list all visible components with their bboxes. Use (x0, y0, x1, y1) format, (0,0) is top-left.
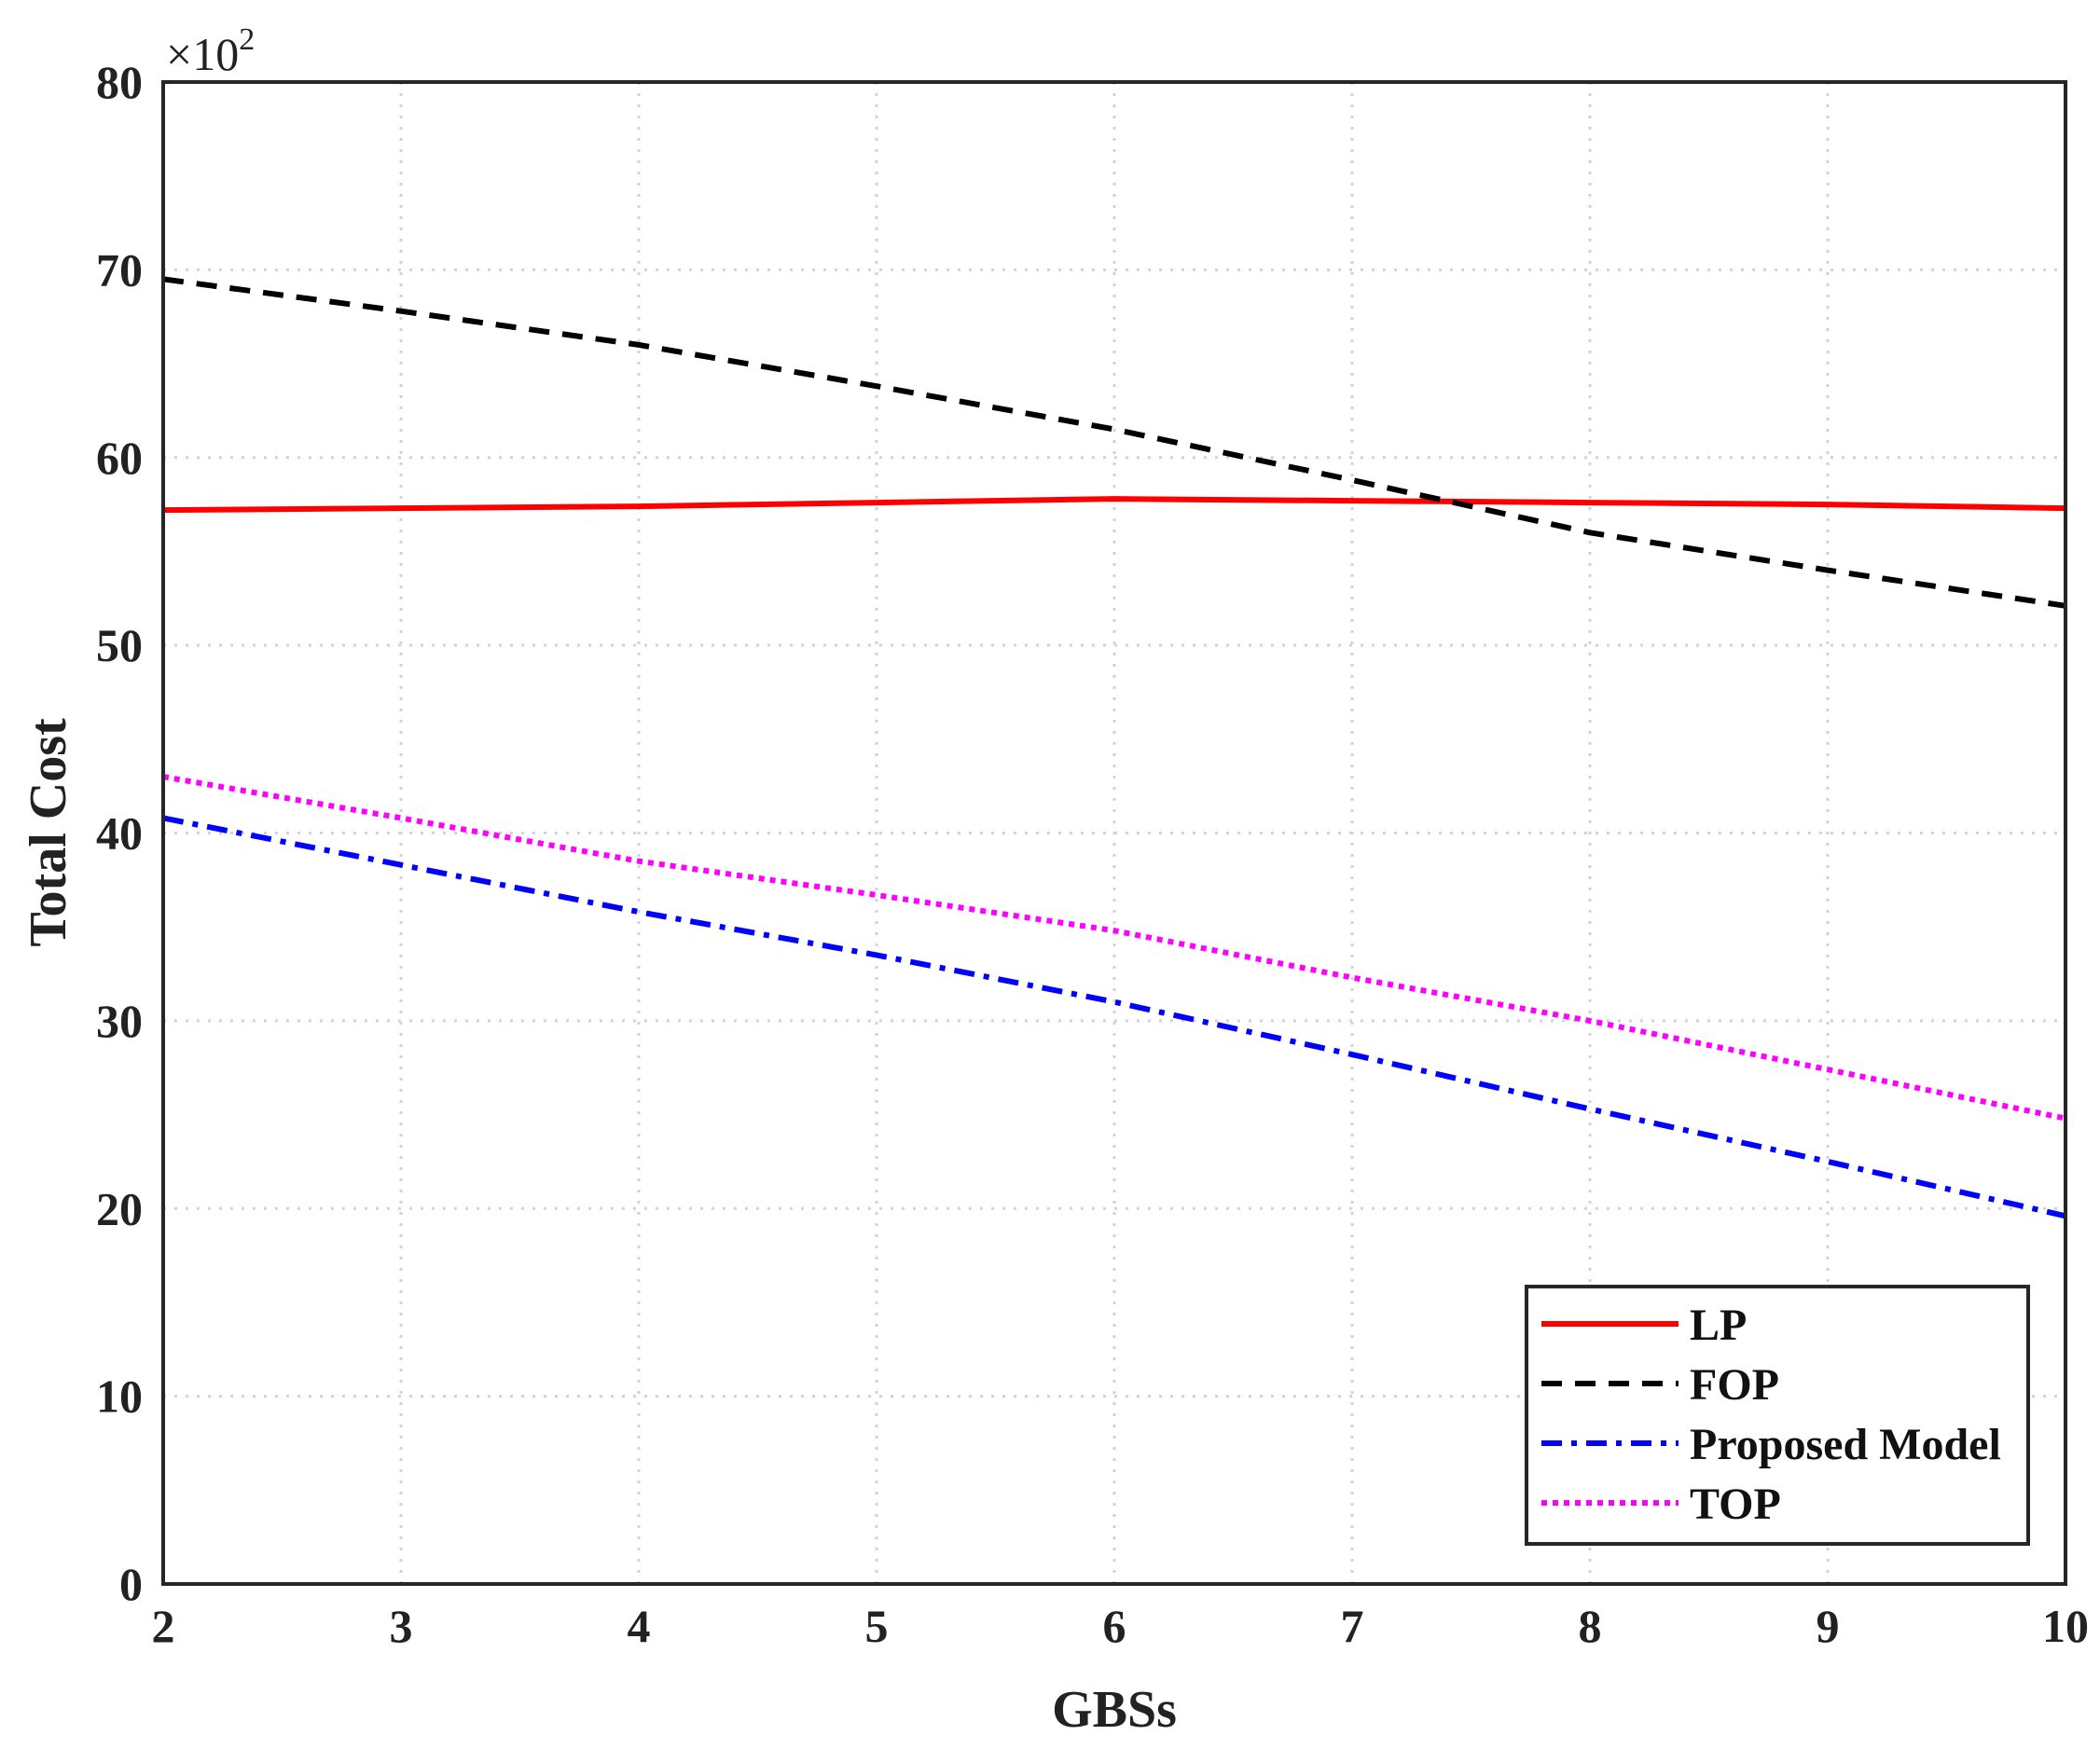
x-tick-label: 3 (390, 1600, 413, 1652)
y-multiplier-base: ×10 (166, 28, 239, 80)
legend-label: LP (1690, 1301, 1747, 1350)
legend-label: Proposed Model (1690, 1420, 2001, 1469)
y-tick-label: 10 (96, 1370, 143, 1423)
y-tick-label: 0 (119, 1558, 143, 1610)
y-tick-label: 20 (96, 1182, 143, 1234)
x-tick-label: 9 (1817, 1600, 1840, 1652)
y-tick-labels: 0 10 20 30 40 50 60 70 80 (96, 56, 143, 1610)
grid (163, 82, 2065, 1584)
x-tick-label: 6 (1103, 1600, 1126, 1652)
series-line-fop (162, 276, 2066, 609)
legend: LP FOP Proposed Model TOP (1525, 1285, 2030, 1546)
legend-label: TOP (1690, 1480, 1781, 1529)
series-lines (162, 276, 2066, 1219)
x-tick-label: 7 (1341, 1600, 1364, 1652)
x-tick-label: 8 (1579, 1600, 1602, 1652)
x-tick-label: 2 (152, 1600, 175, 1652)
y-tick-label: 60 (96, 432, 143, 484)
y-tick-label: 40 (96, 807, 143, 860)
x-tick-label: 5 (865, 1600, 889, 1652)
y-axis-title: Total Cost (20, 718, 77, 947)
x-tick-label: 4 (628, 1600, 651, 1652)
x-tick-labels: 2 3 4 5 6 7 8 9 10 (152, 1600, 2090, 1652)
y-tick-label: 80 (96, 56, 143, 108)
legend-label: FOP (1690, 1360, 1779, 1410)
series-line-top (162, 774, 2066, 1122)
y-multiplier: ×102 (166, 22, 255, 80)
x-tick-label: 10 (2042, 1600, 2089, 1652)
series-line-proposed-model (162, 815, 2066, 1219)
plot-frame (161, 80, 2067, 1586)
series-line-lp (162, 496, 2066, 514)
y-multiplier-exponent: 2 (239, 22, 255, 57)
y-tick-label: 50 (96, 619, 143, 671)
y-tick-label: 30 (96, 995, 143, 1047)
y-tick-label: 70 (96, 243, 143, 296)
x-axis-title: GBSs (1052, 1681, 1177, 1739)
